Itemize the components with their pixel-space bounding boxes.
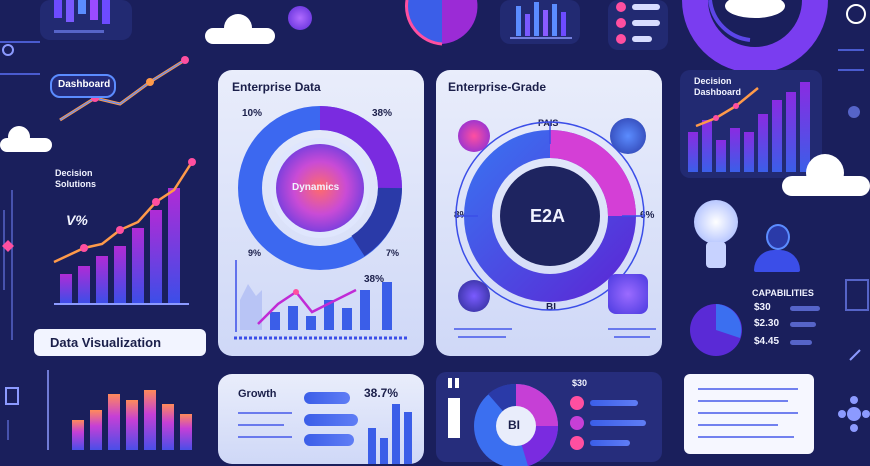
right-pie-chart [690,304,742,356]
growth-panel: Growth 38.7% [218,374,424,464]
cube-cluster-icon [608,274,648,314]
bi-label: BI [508,418,520,432]
growth-bar-2 [304,414,358,426]
panel-left-title: Enterprise Data [232,80,321,94]
panel-center-right-label: 6% [640,210,655,221]
panel-center-top-label: PAIS [538,118,559,128]
growth-percent: 38.7% [364,386,399,400]
panel-left-mini-pct: 38% [364,274,385,285]
top-mini-chart-tile [500,0,580,44]
dashboard-bubble-label: Dashboard [58,79,111,90]
bi-small-label: $30 [572,378,588,388]
bi-legend-bar-3 [590,440,630,446]
bell-icon[interactable] [846,4,866,24]
right-cloud-bump [806,154,844,192]
report-line-2 [698,400,788,402]
panel-left-tl-value: 10% [242,108,263,119]
right-stat-1: $30 [754,302,771,313]
top-bars-chart [54,0,110,33]
panel-center-bottom-label: BI [546,302,556,313]
check-icon [610,118,646,154]
left-bottom-decor [5,387,19,440]
report-line-5 [698,436,794,438]
left-percent: V% [66,212,88,228]
right-stat-bar-3 [790,340,812,345]
growth-line-1 [238,412,292,414]
growth-line-2 [238,424,284,426]
growth-bar-1 [304,392,350,404]
bi-legend-dot-1 [570,396,584,410]
dollar-icon [458,120,490,152]
report-line-4 [698,424,778,426]
panel-center-title: Enterprise-Grade [448,80,547,94]
left-bar-chart [53,158,196,305]
top-legend-tile [608,0,668,50]
top-pie-chart [405,0,478,46]
report-card [684,374,814,454]
settings-icon [458,280,490,312]
panel-center-footer-line-3 [608,328,656,330]
left-column-decor [0,41,189,340]
left-cloud-bump [8,126,30,148]
panel-left-tr-value: 38% [372,108,393,119]
bi-tile-bars [448,378,460,438]
cloud-bump [224,14,252,42]
right-edge-decor [838,49,869,361]
panel-left-br-value: 7% [386,248,400,258]
panel-center-footer-line-1 [454,328,512,330]
report-line-3 [698,412,798,414]
panel-center-radial-chart [455,121,645,311]
enterprise-grade-panel: Enterprise-Grade PAIS 8% 6% BI E2A [436,70,662,356]
panel-center-footer-line-2 [458,336,506,338]
panel-center-center-text: E2A [530,206,566,226]
bi-legend-bar-1 [590,400,638,406]
panel-left-donut [238,106,402,270]
dashboard-bubble: Dashboard [50,74,116,98]
growth-title: Growth [238,388,277,400]
right-stat-3: $4.45 [754,336,780,347]
report-line-1 [698,388,798,390]
growth-bar-3 [304,434,354,446]
banner-title: Data Visualization [50,335,162,350]
bottom-right-decor [838,396,870,432]
right-stat-bar-1 [790,306,820,311]
left-subtitle: Decision Solutions [55,168,96,189]
right-chart-label: Decision Dashboard [694,76,742,97]
bi-legend-bar-2 [590,420,646,426]
right-bar-chart [688,82,810,172]
lightbulb-icon [694,200,738,244]
top-left-tile [40,0,132,40]
panel-left-mini-chart [234,260,408,340]
bi-tile: BI $30 [436,372,662,466]
right-stat-bar-2 [790,322,816,327]
bi-legend-dot-2 [570,416,584,430]
purple-orb-icon [288,6,312,30]
enterprise-data-panel: Enterprise Data 10% 38% 9% 7% 38% Dynami… [218,70,424,356]
right-stat-2: $2.30 [754,318,780,329]
bottom-left-bar-chart [47,370,192,450]
bi-pie-chart [474,383,558,466]
panel-left-bl-value: 9% [248,248,262,258]
data-visualization-banner: Data Visualization [34,329,206,356]
right-chart-tile: Decision Dashboard [680,70,822,178]
user-avatar-icon [752,222,802,272]
right-stats-title: CAPABILITIES [752,288,814,298]
panel-center-footer-line-4 [614,336,650,338]
top-right-donut [682,0,828,73]
panel-left-donut-center: Dynamics [292,182,340,193]
growth-line-3 [238,436,292,438]
bi-legend-dot-3 [570,436,584,450]
lightbulb-base [706,242,726,268]
growth-bar-chart [368,404,412,464]
